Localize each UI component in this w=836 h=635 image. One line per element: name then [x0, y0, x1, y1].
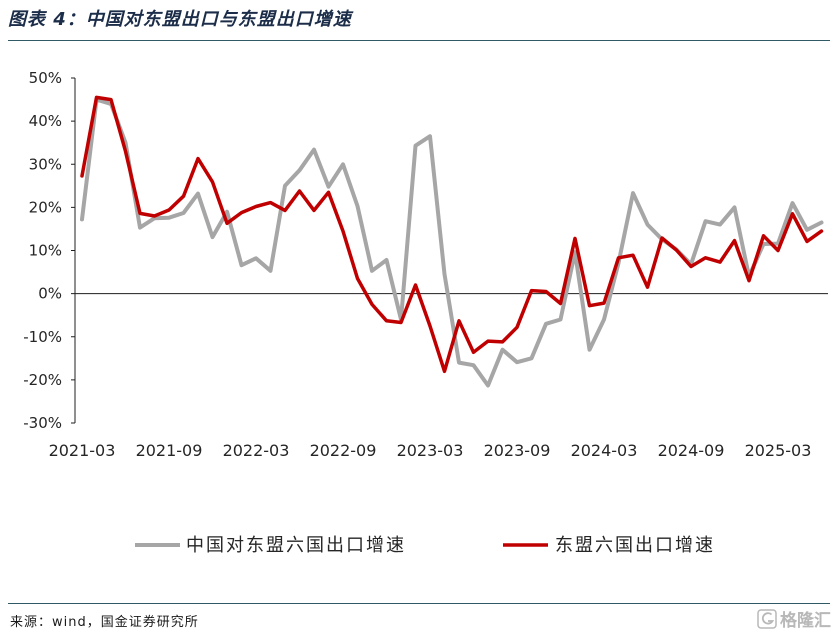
legend-item-china-to-asean6-exports: 中国对东盟六国出口增速 — [135, 535, 406, 556]
y-tick-label: 20% — [29, 198, 62, 216]
x-tick-label: 2023-09 — [484, 441, 551, 460]
y-tick-label: 0% — [38, 285, 62, 303]
y-tick-label: -20% — [23, 371, 62, 389]
legend-item-asean6-exports: 东盟六国出口增速 — [503, 535, 715, 556]
x-tick-label: 2021-03 — [49, 441, 116, 460]
x-tick-label: 2024-03 — [571, 441, 638, 460]
x-tick-label: 2021-09 — [136, 441, 203, 460]
y-tick-label: -10% — [23, 328, 62, 346]
plot-area: 50%40%30%20%10%0%-10%-20%-30% 2021-03 202… — [23, 69, 828, 460]
series-line-asean6-exports — [80, 95, 824, 374]
x-tick-label: 2022-09 — [310, 441, 377, 460]
series-line-china-to-asean6-exports — [80, 97, 824, 388]
series-lines — [80, 95, 824, 388]
legend: 中国对东盟六国出口增速 东盟六国出口增速 — [135, 535, 715, 556]
y-tick-label: 50% — [29, 69, 62, 87]
source-note: 来源：wind，国金证券研究所 — [10, 614, 199, 630]
x-tick-label: 2025-03 — [745, 441, 812, 460]
y-tick-label: 40% — [29, 112, 62, 130]
legend-label: 东盟六国出口增速 — [555, 535, 715, 556]
watermark-text: 格隆汇 — [780, 610, 831, 631]
x-tick-label: 2024-09 — [658, 441, 725, 460]
x-tick-label: 2022-03 — [223, 441, 290, 460]
y-tick-label: -30% — [23, 414, 62, 432]
legend-label: 中国对东盟六国出口增速 — [186, 535, 406, 556]
y-axis-ticks: 50% 40% 30% 20% 10% 0% -10% -20% -30% — [23, 69, 75, 432]
gelonghui-logo-icon — [757, 609, 777, 629]
x-tick-label: 2023-03 — [397, 441, 464, 460]
x-axis-tick-labels: 2021-03 2021-09 2022-03 2022-09 2023-03 2023-… — [49, 441, 812, 460]
y-tick-label: 10% — [29, 242, 62, 260]
y-tick-label: 30% — [29, 155, 62, 173]
watermark: 格隆汇 — [757, 609, 831, 631]
chart-title: 图表 4：中国对东盟出口与东盟出口增速 — [8, 9, 354, 30]
